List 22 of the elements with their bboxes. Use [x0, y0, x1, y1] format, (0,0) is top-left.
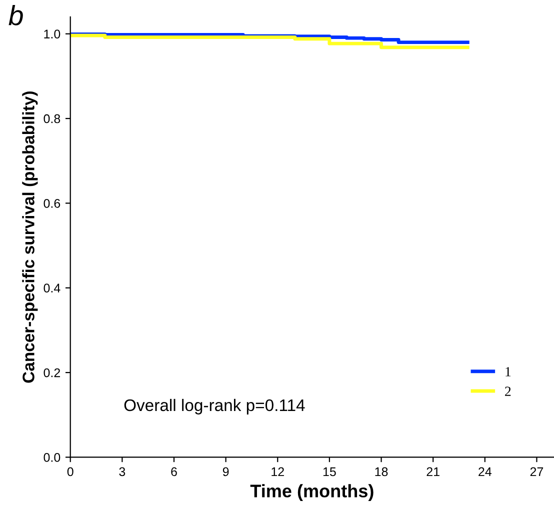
- x-tick-label: 9: [222, 467, 229, 476]
- annotation: Overall log-rank p=0.114: [124, 398, 305, 414]
- x-tick-label: 3: [119, 467, 126, 476]
- x-tick-label: 24: [478, 467, 492, 476]
- x-axis-title: Time (months): [250, 484, 374, 501]
- x-tick-label: 21: [426, 467, 440, 476]
- y-tick-label: 1.0: [44, 30, 60, 38]
- y-tick-label: 0.6: [44, 198, 60, 208]
- x-tick-label: 6: [171, 467, 177, 476]
- x-tick-label: 0: [67, 467, 74, 476]
- y-tick-label: 0.8: [44, 114, 60, 124]
- y-tick-label: 0.2: [44, 368, 60, 378]
- chart-title: b: [8, 4, 23, 26]
- x-tick-label: 27: [530, 467, 544, 476]
- x-tick-label: 12: [272, 467, 284, 476]
- y-tick-label: 0.4: [44, 284, 60, 293]
- legend-label: 2: [505, 386, 511, 396]
- y-tick-label: 0.0: [44, 453, 60, 462]
- y-axis-title: Cancer-specific survival (probability): [22, 92, 38, 383]
- x-tick-label: 15: [323, 467, 336, 476]
- x-tick-label: 18: [375, 467, 388, 476]
- legend-label: 1: [506, 367, 511, 376]
